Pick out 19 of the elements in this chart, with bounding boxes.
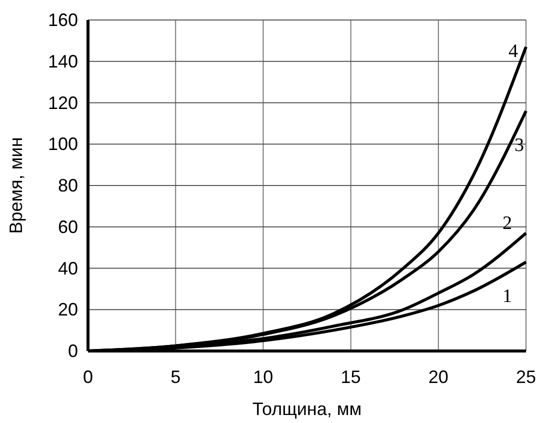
y-tick-label: 120 xyxy=(48,92,78,113)
series-label: 1 xyxy=(502,286,512,308)
x-tick-label: 15 xyxy=(340,367,361,387)
x-axis-title: Толщина, мм xyxy=(252,399,362,419)
x-tick-label: 25 xyxy=(516,367,536,387)
x-tick-label: 10 xyxy=(253,367,274,387)
y-tick-label: 0 xyxy=(68,341,78,361)
y-axis-title: Время, мин xyxy=(6,137,26,234)
y-tick-label: 140 xyxy=(48,51,78,72)
x-tick-label: 0 xyxy=(82,367,94,387)
series-label: 4 xyxy=(508,40,518,62)
x-tick-label: 5 xyxy=(170,367,181,387)
y-tick-label: 80 xyxy=(58,176,78,196)
y-tick-label: 20 xyxy=(58,300,78,320)
y-tick-label: 60 xyxy=(58,216,78,237)
x-tick-label: 20 xyxy=(428,367,448,387)
y-tick-label: 160 xyxy=(48,10,78,30)
y-tick-label: 100 xyxy=(48,134,78,154)
y-tick-label: 40 xyxy=(58,258,78,278)
